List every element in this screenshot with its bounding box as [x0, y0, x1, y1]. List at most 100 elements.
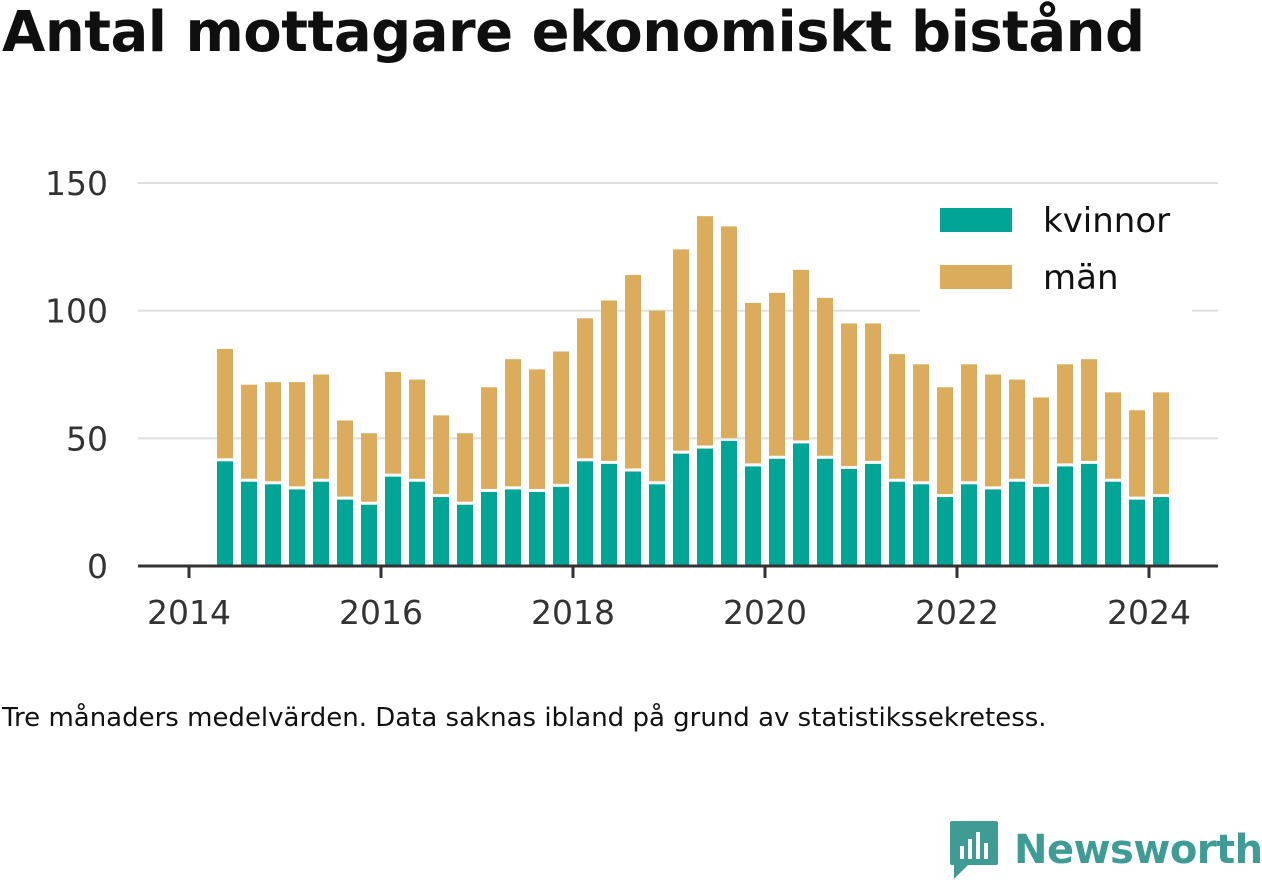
bar-kvinnor — [337, 499, 353, 566]
bar-man — [841, 323, 857, 466]
bar-man — [409, 379, 425, 479]
bar-man — [505, 359, 521, 487]
x-tick-label: 2018 — [531, 593, 615, 632]
bar-man — [625, 274, 641, 469]
bar-man — [889, 354, 905, 479]
bar-man — [241, 384, 257, 479]
bar-man — [457, 433, 473, 502]
bar-kvinnor — [961, 484, 977, 566]
bar-kvinnor — [1033, 486, 1049, 566]
x-tick-label: 2022 — [915, 593, 999, 632]
brand-name: Newsworthy — [1014, 827, 1262, 873]
bar-kvinnor — [577, 461, 593, 566]
bar-man — [1153, 392, 1169, 495]
bar-kvinnor — [817, 458, 833, 566]
bar-man — [1081, 359, 1097, 461]
bar-man — [1129, 410, 1145, 497]
bar-kvinnor — [1129, 499, 1145, 566]
bar-man — [601, 300, 617, 461]
newsworthy-logo-icon — [950, 821, 998, 879]
bar-man — [289, 382, 305, 487]
bar-kvinnor — [1105, 481, 1121, 566]
y-tick-label: 150 — [45, 164, 108, 203]
stacked-bar-chart: 0 50 100 150 2014 2016 2018 2020 2022 2024 kvinno… — [45, 164, 1218, 632]
bar-kvinnor — [769, 458, 785, 566]
bar-man — [217, 348, 233, 459]
bar-kvinnor — [289, 489, 305, 566]
bar-man — [697, 216, 713, 446]
bar-kvinnor — [673, 453, 689, 566]
legend-swatch — [940, 265, 1012, 289]
bar-kvinnor — [505, 489, 521, 566]
bar-kvinnor — [1153, 497, 1169, 566]
bar-kvinnor — [601, 463, 617, 566]
bar-man — [769, 292, 785, 456]
bar-kvinnor — [625, 471, 641, 566]
bar-man — [1033, 397, 1049, 484]
x-tick-label: 2024 — [1107, 593, 1191, 632]
bar-man — [721, 226, 737, 438]
legend-label: kvinnor — [1043, 201, 1170, 241]
bar-kvinnor — [649, 484, 665, 566]
legend: kvinnor män — [920, 192, 1192, 312]
bar-man — [433, 415, 449, 495]
x-tick-label: 2020 — [723, 593, 807, 632]
bar-man — [385, 371, 401, 474]
bar-kvinnor — [793, 443, 809, 566]
bar-man — [961, 364, 977, 482]
y-tick-label: 0 — [87, 547, 108, 586]
bar-kvinnor — [889, 481, 905, 566]
bar-kvinnor — [553, 486, 569, 566]
bar-man — [337, 420, 353, 497]
legend-label: män — [1043, 258, 1119, 298]
bar-kvinnor — [361, 504, 377, 566]
bar-kvinnor — [841, 468, 857, 566]
bar-man — [937, 387, 953, 495]
bars — [217, 216, 1169, 566]
bar-man — [745, 303, 761, 464]
bar-man — [361, 433, 377, 502]
bar-man — [1009, 379, 1025, 479]
bar-kvinnor — [937, 497, 953, 566]
y-tick-label: 50 — [66, 419, 108, 458]
bar-kvinnor — [385, 476, 401, 566]
bar-kvinnor — [265, 484, 281, 566]
bar-man — [1105, 392, 1121, 479]
y-tick-label: 100 — [45, 292, 108, 331]
bar-man — [985, 374, 1001, 487]
bar-man — [1057, 364, 1073, 464]
bar-kvinnor — [457, 504, 473, 566]
bar-kvinnor — [241, 481, 257, 566]
bar-man — [577, 318, 593, 459]
bar-kvinnor — [409, 481, 425, 566]
bar-kvinnor — [697, 448, 713, 566]
bar-kvinnor — [217, 461, 233, 566]
bar-kvinnor — [313, 481, 329, 566]
bar-man — [913, 364, 929, 482]
bar-man — [649, 310, 665, 482]
bar-kvinnor — [985, 489, 1001, 566]
bar-kvinnor — [529, 491, 545, 566]
bar-man — [817, 297, 833, 456]
bar-man — [673, 249, 689, 451]
x-tick-label: 2016 — [339, 593, 423, 632]
brand-logo: Newsworthy — [948, 818, 1262, 882]
bar-man — [865, 323, 881, 461]
bar-kvinnor — [745, 466, 761, 566]
axes: 0 50 100 150 2014 2016 2018 2020 2022 2024 — [45, 164, 1218, 632]
bar-man — [793, 269, 809, 441]
bar-kvinnor — [1057, 466, 1073, 566]
bar-man — [529, 369, 545, 489]
legend-swatch — [940, 208, 1012, 232]
x-tick-label: 2014 — [147, 593, 231, 632]
bar-kvinnor — [481, 491, 497, 566]
bar-man — [481, 387, 497, 489]
bar-man — [313, 374, 329, 479]
bar-kvinnor — [433, 497, 449, 566]
chart-caption: Tre månaders medelvärden. Data saknas ib… — [2, 703, 1047, 733]
bar-kvinnor — [721, 440, 737, 566]
bar-kvinnor — [913, 484, 929, 566]
bar-man — [265, 382, 281, 482]
bar-kvinnor — [1009, 481, 1025, 566]
bar-kvinnor — [1081, 463, 1097, 566]
